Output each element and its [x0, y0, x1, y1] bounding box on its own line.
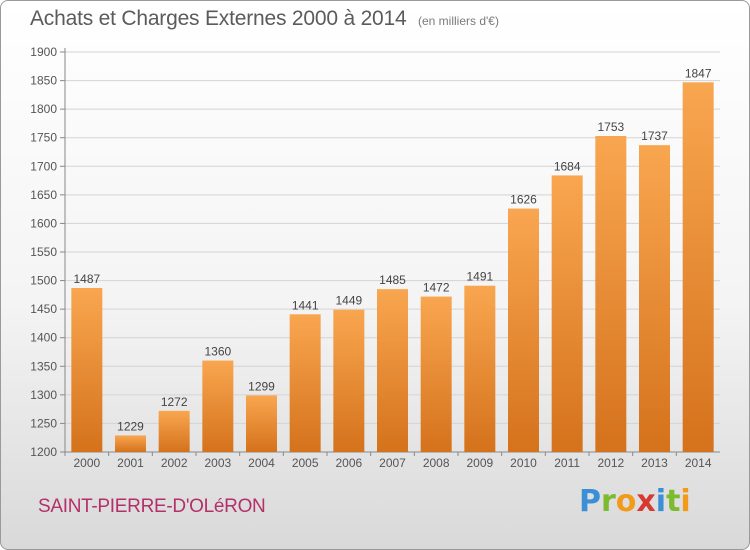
value-label: 1847 [685, 66, 712, 80]
value-label: 1491 [466, 270, 493, 284]
y-tick-label: 1700 [30, 159, 57, 173]
x-tick-label: 2009 [466, 456, 493, 470]
y-tick-label: 1750 [30, 131, 57, 145]
value-label: 1737 [641, 129, 668, 143]
chart-subtitle: (en milliers d'€) [418, 14, 499, 28]
value-label: 1272 [161, 395, 188, 409]
chart-title: Achats et Charges Externes 2000 à 2014 [30, 7, 407, 30]
y-tick-label: 1550 [30, 245, 57, 259]
x-tick-label: 2007 [379, 456, 406, 470]
x-tick-label: 2003 [204, 456, 231, 470]
bar-2006 [333, 309, 365, 452]
value-label: 1441 [292, 298, 319, 312]
value-label: 1487 [73, 272, 100, 286]
x-tick-label: 2004 [248, 456, 275, 470]
place-name: SAINT-PIERRE-D'OLéRON [38, 496, 266, 517]
proxiti-logo: Proxiti [579, 484, 691, 519]
y-tick-label: 1250 [30, 416, 57, 430]
bar-2010 [508, 208, 539, 452]
value-label: 1229 [117, 419, 144, 433]
bar-2011 [551, 175, 583, 452]
bar-2013 [639, 145, 670, 452]
x-tick-label: 2010 [510, 456, 537, 470]
x-tick-labels: 2000 2001 2002 2003 2004 2005 2006 2007 2008 2009… [64, 452, 712, 470]
bar-2001 [115, 435, 146, 452]
bar-2012 [595, 136, 627, 452]
bar-2014 [682, 82, 714, 453]
bars [71, 82, 714, 453]
y-tick-labels: 1200 1250 1300 1350 1400 1450 1500 1550 1600 1650… [30, 45, 65, 459]
value-label: 1626 [510, 193, 537, 207]
y-tick-label: 1800 [30, 102, 57, 116]
x-tick-label: 2005 [292, 456, 319, 470]
x-tick-label: 2014 [685, 456, 712, 470]
bar-2009 [464, 285, 496, 452]
x-tick-label: 2008 [423, 456, 450, 470]
y-tick-label: 1350 [30, 359, 57, 373]
bar-2000 [71, 288, 103, 452]
y-tick-label: 1650 [30, 188, 57, 202]
value-label: 1753 [597, 120, 624, 134]
value-label: 1472 [423, 281, 450, 295]
value-labels: 1487 1229 1272 1360 1299 1441 1449 1485 1472 1491… [73, 66, 711, 433]
y-tick-label: 1400 [30, 331, 57, 345]
value-label: 1360 [204, 345, 231, 359]
bar-2004 [246, 395, 277, 452]
x-tick-label: 2012 [597, 456, 624, 470]
y-tick-label: 1300 [30, 388, 57, 402]
x-tick-label: 2001 [117, 456, 144, 470]
value-label: 1449 [335, 294, 362, 308]
value-label: 1684 [554, 159, 581, 173]
y-tick-label: 1600 [30, 216, 57, 230]
y-tick-label: 1850 [30, 74, 57, 88]
value-label: 1299 [248, 379, 275, 393]
x-tick-label: 2000 [73, 456, 100, 470]
y-tick-label: 1500 [30, 274, 57, 288]
y-tick-label: 1450 [30, 302, 57, 316]
x-tick-label: 2006 [335, 456, 362, 470]
x-tick-label: 2013 [641, 456, 668, 470]
x-tick-label: 2011 [554, 456, 580, 470]
bar-2003 [202, 360, 234, 452]
bar-2005 [289, 314, 321, 452]
x-tick-label: 2002 [161, 456, 188, 470]
bar-2008 [420, 296, 452, 452]
value-label: 1485 [379, 273, 406, 287]
bar-2007 [377, 289, 408, 452]
bar-2002 [158, 410, 190, 452]
y-tick-label: 1900 [30, 45, 57, 59]
y-tick-label: 1200 [30, 445, 57, 459]
